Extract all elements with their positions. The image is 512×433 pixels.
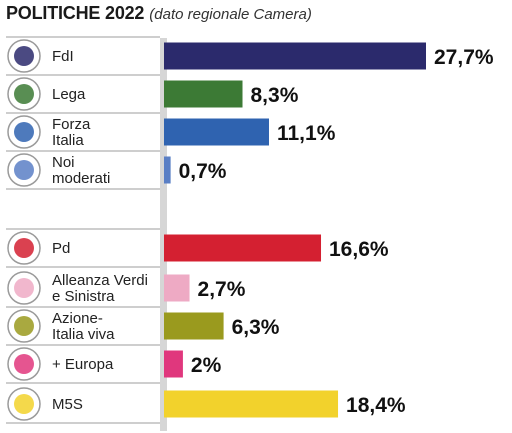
bar (164, 234, 322, 262)
category-label: Azione-Italia viva (52, 310, 115, 343)
bar (164, 156, 171, 184)
forza-italia-logo-icon-fill (14, 122, 34, 142)
category-label: Pd (52, 240, 70, 257)
data-label: 18,4% (346, 394, 406, 417)
fdi-logo-icon-fill (14, 46, 34, 66)
bar (164, 390, 339, 418)
piu-europa-logo-icon-fill (14, 354, 34, 374)
chart-title-main: POLITICHE 2022 (6, 3, 145, 23)
bar (164, 274, 190, 302)
category-label: Noi moderati (52, 154, 110, 187)
avs-logo-icon-fill (14, 278, 34, 298)
bar (164, 350, 183, 378)
category-label: Lega (52, 86, 86, 103)
category-label: M5S (52, 396, 83, 413)
bar (164, 42, 426, 70)
data-label: 2% (191, 354, 222, 377)
data-label: 0,7% (179, 160, 227, 183)
category-label: + Europa (52, 356, 114, 373)
bar (164, 118, 269, 146)
category-label: Alleanza Verdi e Sinistra (52, 272, 148, 305)
data-label: 6,3% (232, 316, 280, 339)
category-label: Forza Italia (52, 116, 91, 149)
bar (164, 80, 243, 108)
data-label: 8,3% (251, 84, 299, 107)
axis-separator (160, 38, 167, 431)
lega-logo-icon-fill (14, 84, 34, 104)
chart-title: POLITICHE 2022 (dato regionale Camera) (6, 3, 312, 24)
category-label: FdI (52, 48, 74, 65)
bar (164, 312, 224, 340)
noi-moderati-logo-icon-fill (14, 160, 34, 180)
m5s-logo-icon-fill (14, 394, 34, 414)
data-label: 16,6% (329, 238, 389, 261)
pd-logo-icon-fill (14, 238, 34, 258)
data-label: 2,7% (198, 278, 246, 301)
data-label: 11,1% (277, 122, 336, 145)
data-label: 27,7% (434, 46, 494, 69)
chart-subtitle: (dato regionale Camera) (149, 6, 312, 23)
azione-italia-viva-logo-icon-fill (14, 316, 34, 336)
